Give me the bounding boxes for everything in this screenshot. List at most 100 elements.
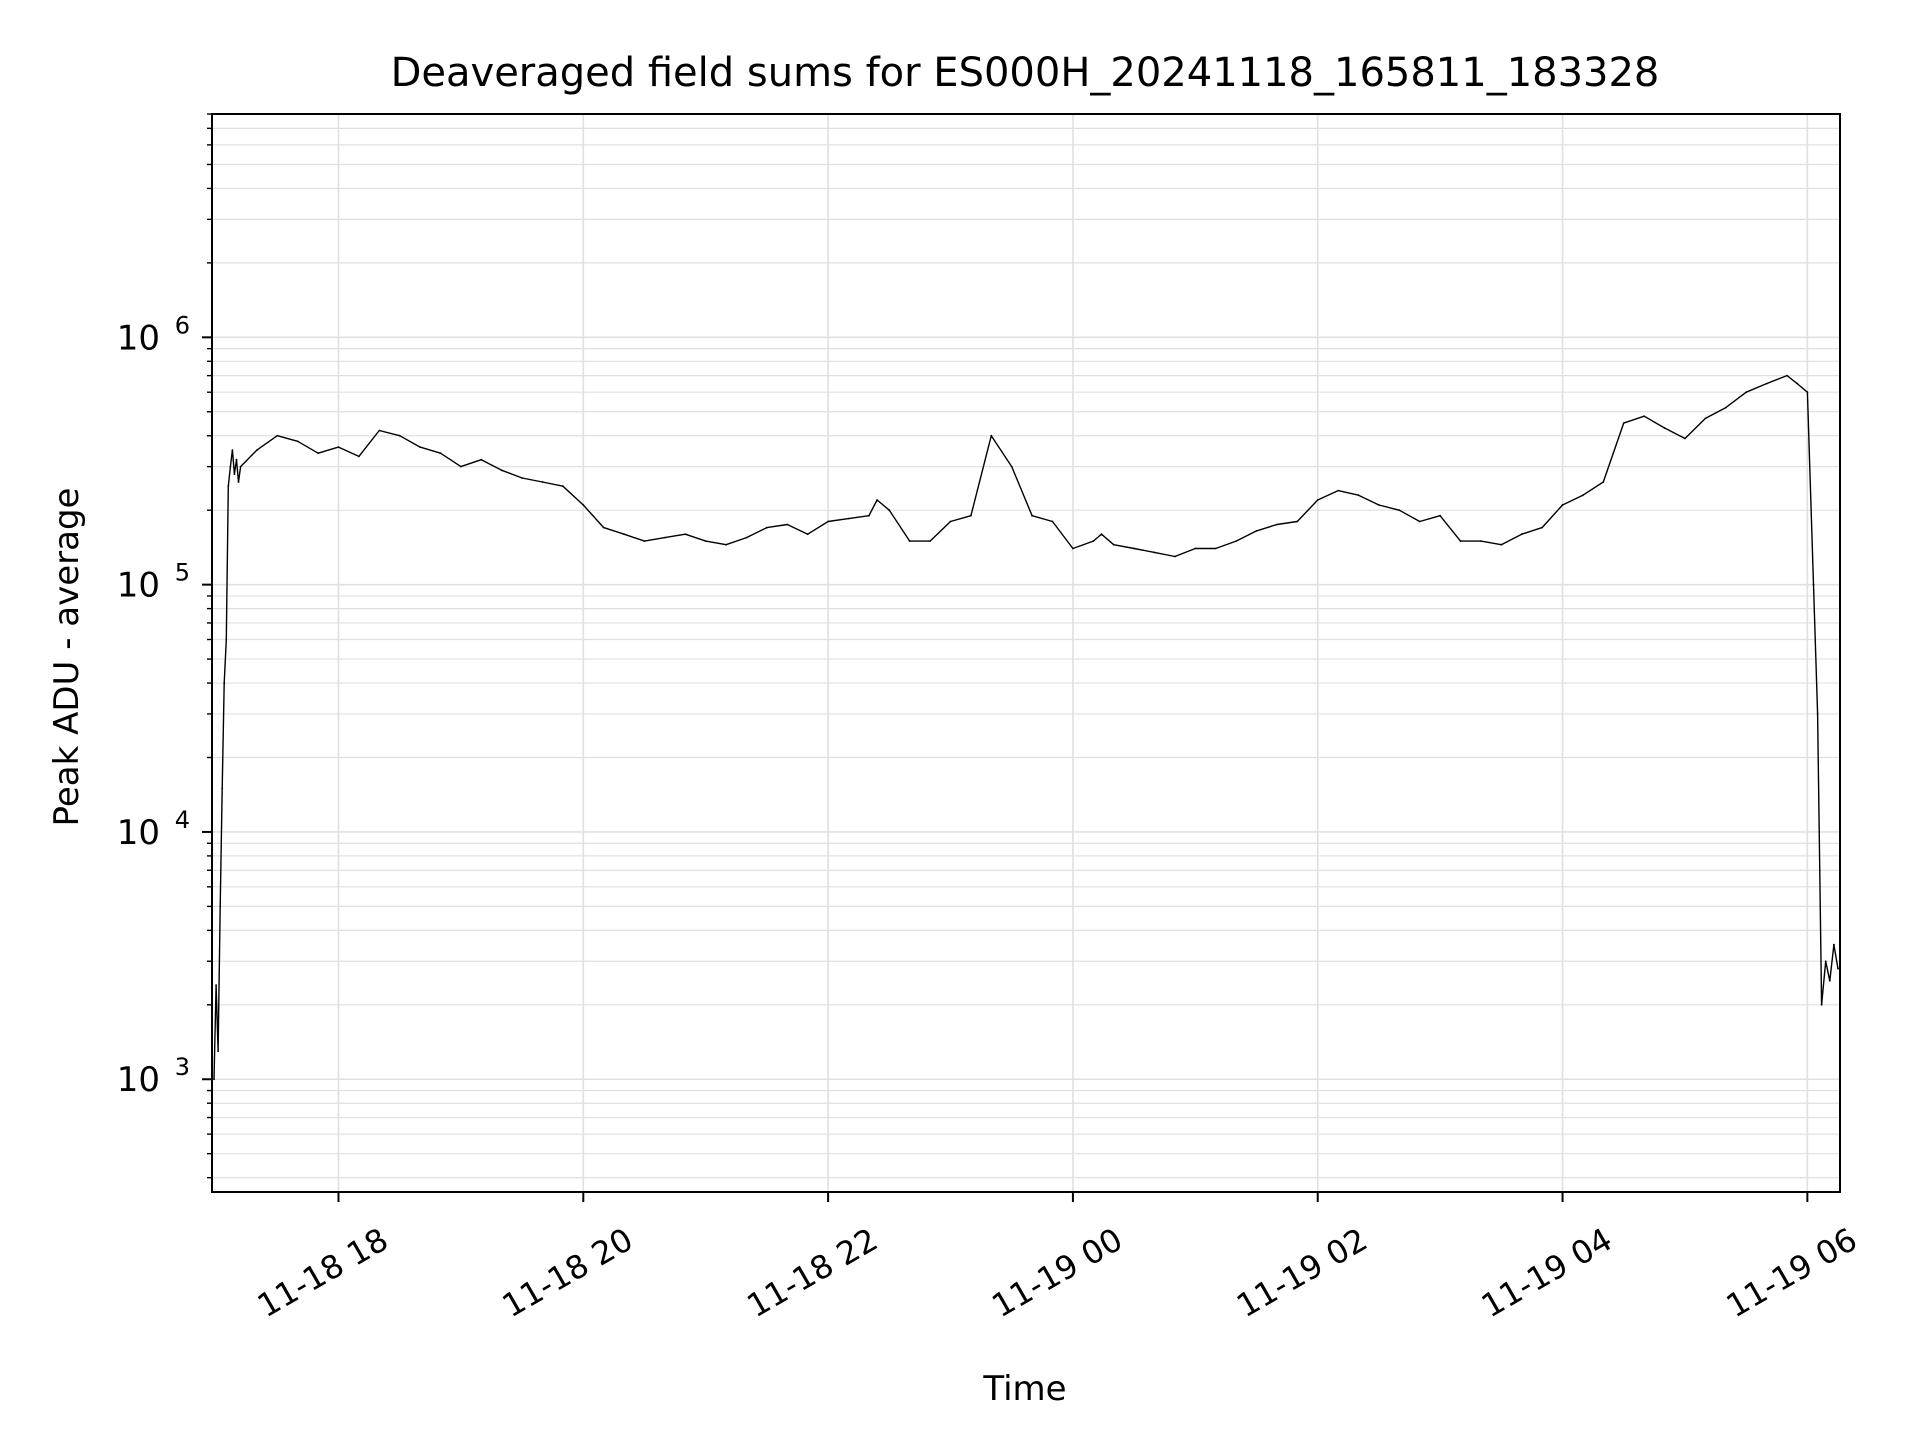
data-point: [317, 452, 319, 455]
data-point: [1704, 417, 1707, 420]
data-point: [1786, 374, 1788, 377]
data-point: [643, 540, 646, 542]
data-point: [876, 499, 878, 501]
y-axis: 10 3 10 4 10 5 10 6: [117, 113, 212, 1179]
data-point: [541, 481, 544, 483]
data-point: [1357, 494, 1360, 497]
data-point: [1561, 504, 1564, 506]
data-point: [1602, 481, 1605, 483]
data-point: [1520, 533, 1523, 536]
data-point: [1031, 514, 1033, 517]
data-point: [1100, 533, 1103, 536]
data-point: [1255, 530, 1258, 532]
data-point: [439, 452, 442, 455]
x-axis: 11-18 18 11-18 20 11-18 22 11-19 00 11-19 02…: [251, 1192, 1863, 1325]
y-tick-label: 10: [117, 813, 160, 853]
data-point: [1806, 391, 1809, 394]
data-point: [1174, 555, 1176, 558]
data-point: [1663, 427, 1666, 429]
data-point: [1276, 523, 1278, 526]
data-point: [1724, 406, 1727, 409]
data-point: [235, 458, 238, 461]
data-point: [1051, 520, 1054, 523]
data-point: [1072, 547, 1074, 550]
data-point: [1194, 547, 1197, 550]
x-tick-label: 11-19 00: [985, 1220, 1129, 1325]
y-tick-label: 10: [117, 566, 160, 606]
data-point: [1480, 540, 1482, 542]
data-point: [1092, 540, 1095, 542]
data-point: [213, 1078, 215, 1081]
data-point: [806, 533, 809, 536]
data-point: [1378, 504, 1380, 506]
y-tick-exponent: 6: [175, 311, 190, 339]
x-tick-label: 11-18 20: [496, 1220, 640, 1325]
data-point: [1824, 960, 1827, 963]
chart-title: Deaveraged field sums for ES000H_2024111…: [391, 50, 1660, 96]
data-point: [766, 526, 768, 529]
data-point: [1439, 514, 1441, 517]
data-point: [664, 536, 666, 539]
data-point: [1500, 543, 1503, 546]
y-tick-label: 10: [117, 1060, 160, 1100]
data-point: [1541, 526, 1543, 529]
data-point: [1837, 967, 1839, 970]
series-line: [213, 374, 1839, 1080]
data-point: [215, 984, 218, 987]
data-point: [239, 465, 242, 468]
data-point: [1745, 391, 1748, 394]
y-tick-label: 10: [117, 318, 160, 358]
data-point: [1235, 540, 1237, 542]
data-point: [223, 682, 226, 684]
data-point: [786, 523, 789, 526]
data-point: [1816, 713, 1819, 715]
data-point: [219, 905, 222, 908]
data-point: [868, 514, 870, 517]
data-point: [704, 540, 707, 542]
x-tick-label: 11-18 18: [251, 1220, 395, 1325]
grid-lines: [212, 113, 1840, 1192]
plot-frame: [211, 113, 1841, 1193]
data-point: [1582, 494, 1584, 497]
y-tick-exponent: 3: [175, 1053, 190, 1081]
data-point: [1643, 415, 1646, 418]
data-point: [237, 481, 240, 483]
data-point: [460, 465, 462, 468]
data-point: [949, 520, 952, 523]
data-point: [1459, 540, 1462, 542]
data-point: [1622, 422, 1625, 424]
data-point: [1153, 551, 1156, 554]
data-point: [233, 473, 236, 475]
x-tick-label: 11-19 06: [1720, 1220, 1864, 1325]
series-layer: [213, 374, 1839, 1081]
x-tick-label: 11-19 04: [1475, 1220, 1619, 1325]
data-point: [1796, 382, 1799, 385]
data-point: [221, 787, 224, 790]
data-point: [296, 440, 299, 443]
data-point: [827, 520, 829, 523]
data-point: [500, 469, 503, 472]
data-point: [1337, 489, 1339, 492]
data-point: [1133, 547, 1135, 550]
data-point: [684, 533, 687, 536]
data-point: [725, 543, 727, 546]
data-point: [1398, 509, 1401, 512]
data-point: [847, 517, 850, 520]
data-point: [1833, 943, 1835, 946]
y-tick-exponent: 4: [175, 806, 190, 834]
y-tick-exponent: 5: [175, 559, 190, 587]
data-point: [1316, 499, 1319, 501]
data-point: [888, 509, 891, 512]
data-point: [256, 449, 258, 451]
data-point: [1684, 437, 1686, 440]
data-point: [562, 485, 564, 488]
data-point: [231, 449, 234, 451]
data-point: [419, 446, 421, 448]
data-point: [276, 434, 279, 437]
data-point: [1010, 465, 1013, 468]
data-point: [337, 446, 340, 448]
data-point: [358, 455, 360, 458]
data-point: [1828, 979, 1831, 982]
x-tick-label: 11-19 02: [1230, 1220, 1374, 1325]
